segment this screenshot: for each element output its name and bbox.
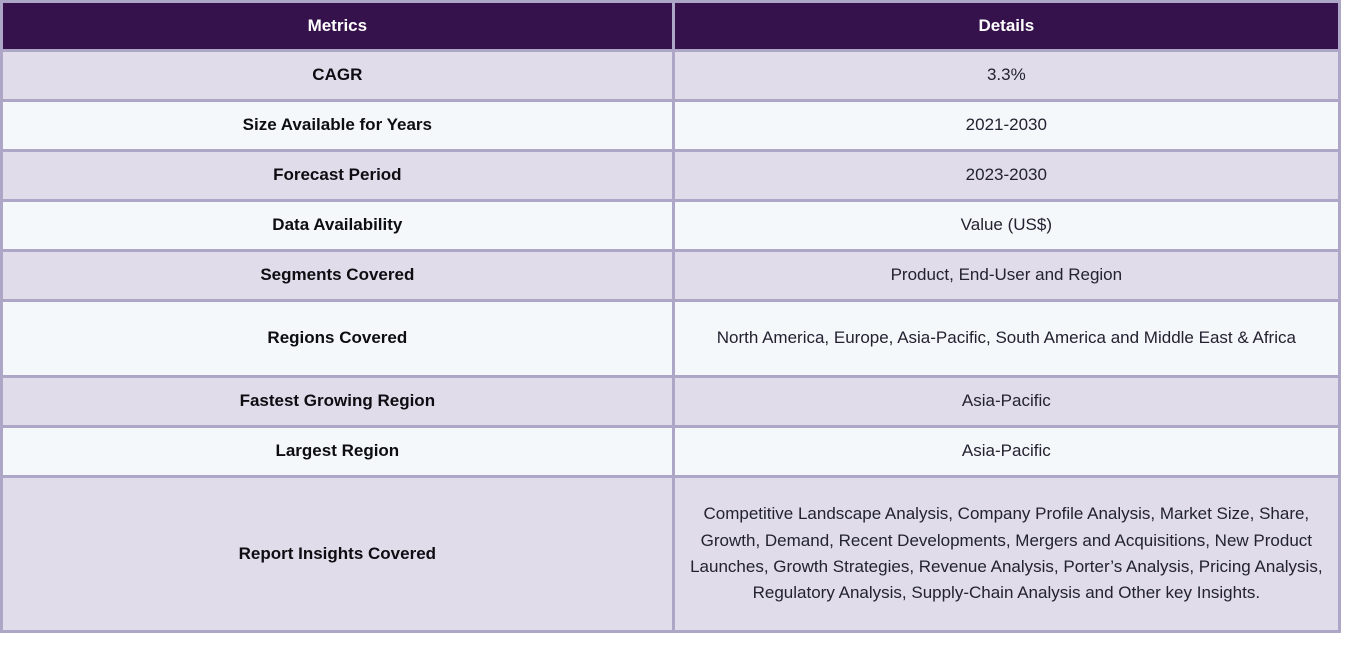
table-row: Report Insights Covered Competitive Land… (0, 475, 1342, 633)
metric-cell: Size Available for Years (0, 99, 675, 152)
column-header-metrics: Metrics (0, 0, 675, 52)
detail-cell: Product, End-User and Region (671, 249, 1342, 302)
metric-cell: Report Insights Covered (0, 475, 675, 633)
table-row: CAGR 3.3% (0, 49, 1342, 102)
metric-cell: Data Availability (0, 199, 675, 252)
detail-cell: 2021-2030 (671, 99, 1342, 152)
table-row: Regions Covered North America, Europe, A… (0, 299, 1342, 378)
table-row: Size Available for Years 2021-2030 (0, 99, 1342, 152)
metric-cell: Forecast Period (0, 149, 675, 202)
table-row: Fastest Growing Region Asia-Pacific (0, 375, 1342, 428)
detail-cell: 2023-2030 (671, 149, 1342, 202)
metric-cell: Segments Covered (0, 249, 675, 302)
detail-cell: Asia-Pacific (671, 375, 1342, 428)
detail-cell: North America, Europe, Asia-Pacific, Sou… (671, 299, 1342, 378)
detail-cell: 3.3% (671, 49, 1342, 102)
table-row: Data Availability Value (US$) (0, 199, 1342, 252)
detail-cell: Value (US$) (671, 199, 1342, 252)
table-header-row: Metrics Details (0, 0, 1342, 52)
table-row: Forecast Period 2023-2030 (0, 149, 1342, 202)
metric-cell: Regions Covered (0, 299, 675, 378)
detail-cell: Asia-Pacific (671, 425, 1342, 478)
detail-text: Competitive Landscape Analysis, Company … (690, 504, 1323, 603)
metric-cell: Largest Region (0, 425, 675, 478)
table-row: Segments Covered Product, End-User and R… (0, 249, 1342, 302)
detail-text: North America, Europe, Asia-Pacific, Sou… (716, 328, 1296, 348)
detail-cell: Competitive Landscape Analysis, Company … (671, 475, 1342, 633)
metric-cell: CAGR (0, 49, 675, 102)
metric-cell: Fastest Growing Region (0, 375, 675, 428)
column-header-details: Details (671, 0, 1342, 52)
table-row: Largest Region Asia-Pacific (0, 425, 1342, 478)
report-metrics-table: Metrics Details CAGR 3.3% Size Available… (0, 0, 1342, 633)
